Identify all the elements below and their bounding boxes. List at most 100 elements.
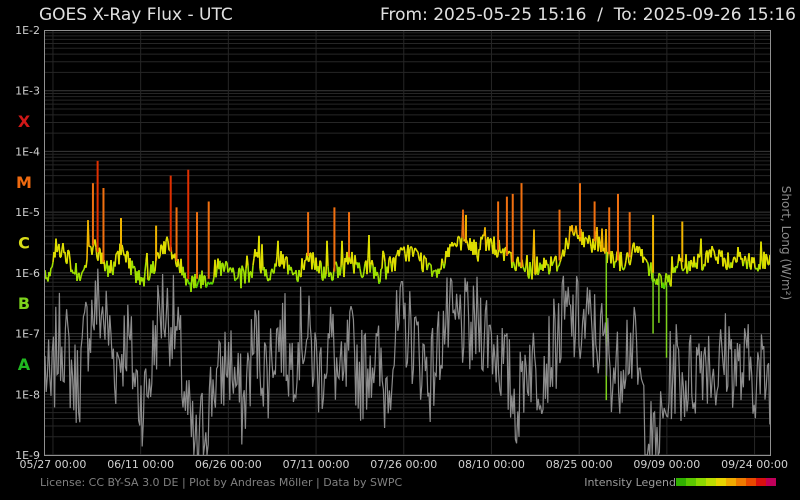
series-long-segment <box>613 261 616 269</box>
series-long-segment <box>215 268 218 278</box>
series-long-segment <box>44 270 47 280</box>
series-long-segment <box>153 270 156 275</box>
series-long-segment <box>95 247 98 258</box>
series-long-segment <box>361 276 364 279</box>
series-long-segment <box>303 260 306 271</box>
series-long-segment <box>601 228 604 252</box>
series-long-segment <box>690 259 693 265</box>
series-long-segment <box>383 253 386 263</box>
series-long-segment <box>659 274 662 277</box>
x-tick-label: 07/11 00:00 <box>283 458 350 471</box>
series-long-segment <box>625 252 628 261</box>
series-long-segment <box>685 254 688 274</box>
series-long-segment <box>205 285 208 288</box>
series-long-segment <box>298 269 301 277</box>
series-long-segment <box>563 250 566 257</box>
series-long-segment <box>376 271 379 276</box>
series-long-segment <box>223 266 226 272</box>
series-long-segment <box>552 260 555 264</box>
series-long-segment <box>60 249 63 258</box>
series-long-segment <box>351 251 354 265</box>
series-long-segment <box>463 239 466 242</box>
series-long-segment <box>448 244 451 258</box>
y-axis-label: Short, Long (W/m²) <box>779 186 793 300</box>
series-long-segment <box>414 247 417 250</box>
series-long-segment <box>144 261 147 272</box>
series-long-segment <box>630 251 633 260</box>
series-long-segment <box>733 256 736 259</box>
series-long-segment <box>764 253 767 270</box>
series-long-segment <box>645 259 648 263</box>
series-long-segment <box>634 250 637 253</box>
series-long-segment <box>248 271 251 283</box>
series-long-segment <box>301 258 304 268</box>
series-long-segment <box>405 253 408 262</box>
series-long-segment <box>359 268 362 275</box>
series-long-segment <box>382 250 385 255</box>
y-tick-labels: 1E-2 1E-3 1E-4 1E-5 1E-6 1E-7 1E-8 1E-9 <box>15 24 40 462</box>
y-tick-label: 1E-7 <box>15 328 40 341</box>
series-long-segment <box>320 262 323 279</box>
series-long-segment <box>665 272 668 276</box>
series-long-segment <box>244 268 247 284</box>
series-long-segment <box>391 258 394 272</box>
series-long-segment <box>646 261 649 264</box>
series-long-segment <box>631 244 634 252</box>
series-long-segment <box>717 249 720 264</box>
series-long-segment <box>229 267 232 270</box>
x-tick-label: 08/10 00:00 <box>458 458 525 471</box>
series-long-segment <box>731 260 734 269</box>
series-long-segment <box>227 270 230 273</box>
series-long-segment <box>324 273 327 279</box>
series-long-segment <box>479 236 482 251</box>
series-long-segment <box>722 257 725 267</box>
series-long-segment <box>565 237 568 243</box>
series-long-segment <box>748 253 751 268</box>
series-long-segment <box>190 275 193 293</box>
series-long-segment <box>477 249 480 262</box>
y-tick-label: 1E-8 <box>15 388 40 401</box>
series-long-segment <box>658 272 661 276</box>
series-long-segment <box>275 256 278 267</box>
series-long-segment <box>746 260 749 270</box>
series-long-segment <box>417 252 420 259</box>
series-long-segment <box>233 272 236 281</box>
series-long-segment <box>606 251 609 264</box>
series-long-segment <box>69 259 72 272</box>
series-long-segment <box>295 270 298 281</box>
series-long-segment <box>64 251 67 263</box>
flare-class-b: B <box>18 294 30 313</box>
series-long-segment <box>454 243 457 247</box>
intensity-legend-label: Intensity Legend <box>584 476 676 489</box>
series-long-segment <box>536 256 539 275</box>
series-long-segment <box>707 251 710 263</box>
series-long-segment <box>197 279 200 283</box>
x-tick-label: 09/24 00:00 <box>721 458 788 471</box>
series-long-segment <box>160 244 163 247</box>
series-long-segment <box>428 262 431 265</box>
series-long-segment <box>241 265 244 269</box>
series-long-segment <box>560 254 563 260</box>
series-long-segment <box>212 276 215 283</box>
grid-lines <box>45 30 770 456</box>
series-long-segment <box>58 243 61 258</box>
series-long-segment <box>126 250 129 253</box>
series-long-segment <box>548 270 551 275</box>
series-long-segment <box>125 250 128 263</box>
series-long-segment <box>232 267 235 274</box>
series-long-segment <box>416 250 419 253</box>
series-long-segment <box>251 265 254 278</box>
series-long-segment <box>408 248 411 262</box>
y-tick-label: 1E-9 <box>15 449 40 462</box>
series-long-segment <box>252 258 255 266</box>
series-long-segment <box>633 242 636 253</box>
series-long-segment <box>335 261 338 267</box>
series-long-segment <box>283 260 286 269</box>
series-long-segment <box>598 236 601 245</box>
series-long-segment <box>152 261 155 274</box>
series-long-segment <box>500 251 503 254</box>
series-long-segment <box>650 262 653 280</box>
series-long-segment <box>220 263 223 276</box>
series-long-segment <box>358 262 361 269</box>
